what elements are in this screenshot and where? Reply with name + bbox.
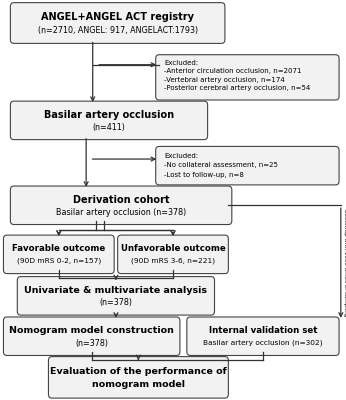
FancyBboxPatch shape <box>187 317 339 356</box>
Text: -Lost to follow-up, n=8: -Lost to follow-up, n=8 <box>164 172 244 178</box>
Text: Derivation cohort: Derivation cohort <box>73 195 169 205</box>
Text: Favorable outcome: Favorable outcome <box>12 244 106 253</box>
FancyBboxPatch shape <box>10 186 232 224</box>
FancyBboxPatch shape <box>156 146 339 185</box>
Text: Nomogram model construction: Nomogram model construction <box>9 326 174 335</box>
FancyBboxPatch shape <box>10 3 225 43</box>
Text: Basilar artery occlusion (n=378): Basilar artery occlusion (n=378) <box>56 208 186 216</box>
Text: Excluded:: Excluded: <box>164 153 199 159</box>
FancyBboxPatch shape <box>156 55 339 100</box>
FancyBboxPatch shape <box>3 235 114 274</box>
Text: -Anterior circulation occlusion, n=2071: -Anterior circulation occlusion, n=2071 <box>164 68 302 74</box>
FancyBboxPatch shape <box>17 277 215 315</box>
Text: ANGEL+ANGEL ACT registry: ANGEL+ANGEL ACT registry <box>41 12 194 22</box>
Text: -No collateral assessment, n=25: -No collateral assessment, n=25 <box>164 162 278 168</box>
Text: (90D mRS 0-2, n=157): (90D mRS 0-2, n=157) <box>17 258 101 264</box>
Text: (n=378): (n=378) <box>75 338 108 348</box>
Text: Basilar artery occlusion (n=302): Basilar artery occlusion (n=302) <box>203 340 323 346</box>
Text: Basilar artery occlusion: Basilar artery occlusion <box>44 110 174 120</box>
Text: (n=411): (n=411) <box>92 123 126 132</box>
FancyBboxPatch shape <box>48 357 228 398</box>
Text: Evaluation of the performance of: Evaluation of the performance of <box>50 367 227 376</box>
Text: Bootstrap with 1000 times of sampling: Bootstrap with 1000 times of sampling <box>343 209 346 317</box>
FancyBboxPatch shape <box>10 101 208 140</box>
Text: Unfavorable outcome: Unfavorable outcome <box>121 244 225 253</box>
Text: (n=378): (n=378) <box>99 298 133 307</box>
Text: Excluded:: Excluded: <box>164 60 199 66</box>
Text: Univariate & multivariate analysis: Univariate & multivariate analysis <box>25 286 207 295</box>
FancyBboxPatch shape <box>3 317 180 356</box>
FancyBboxPatch shape <box>118 235 228 274</box>
Text: nomogram model: nomogram model <box>92 380 185 389</box>
Text: (90D mRS 3-6, n=221): (90D mRS 3-6, n=221) <box>131 258 215 264</box>
Text: -Posterior cerebral artery occlusion, n=54: -Posterior cerebral artery occlusion, n=… <box>164 85 311 91</box>
Text: -Vertebral artery occlusion, n=174: -Vertebral artery occlusion, n=174 <box>164 77 285 83</box>
Text: (n=2710, ANGEL: 917, ANGELACT:1793): (n=2710, ANGEL: 917, ANGELACT:1793) <box>38 26 198 35</box>
Text: Internal validation set: Internal validation set <box>209 326 317 335</box>
